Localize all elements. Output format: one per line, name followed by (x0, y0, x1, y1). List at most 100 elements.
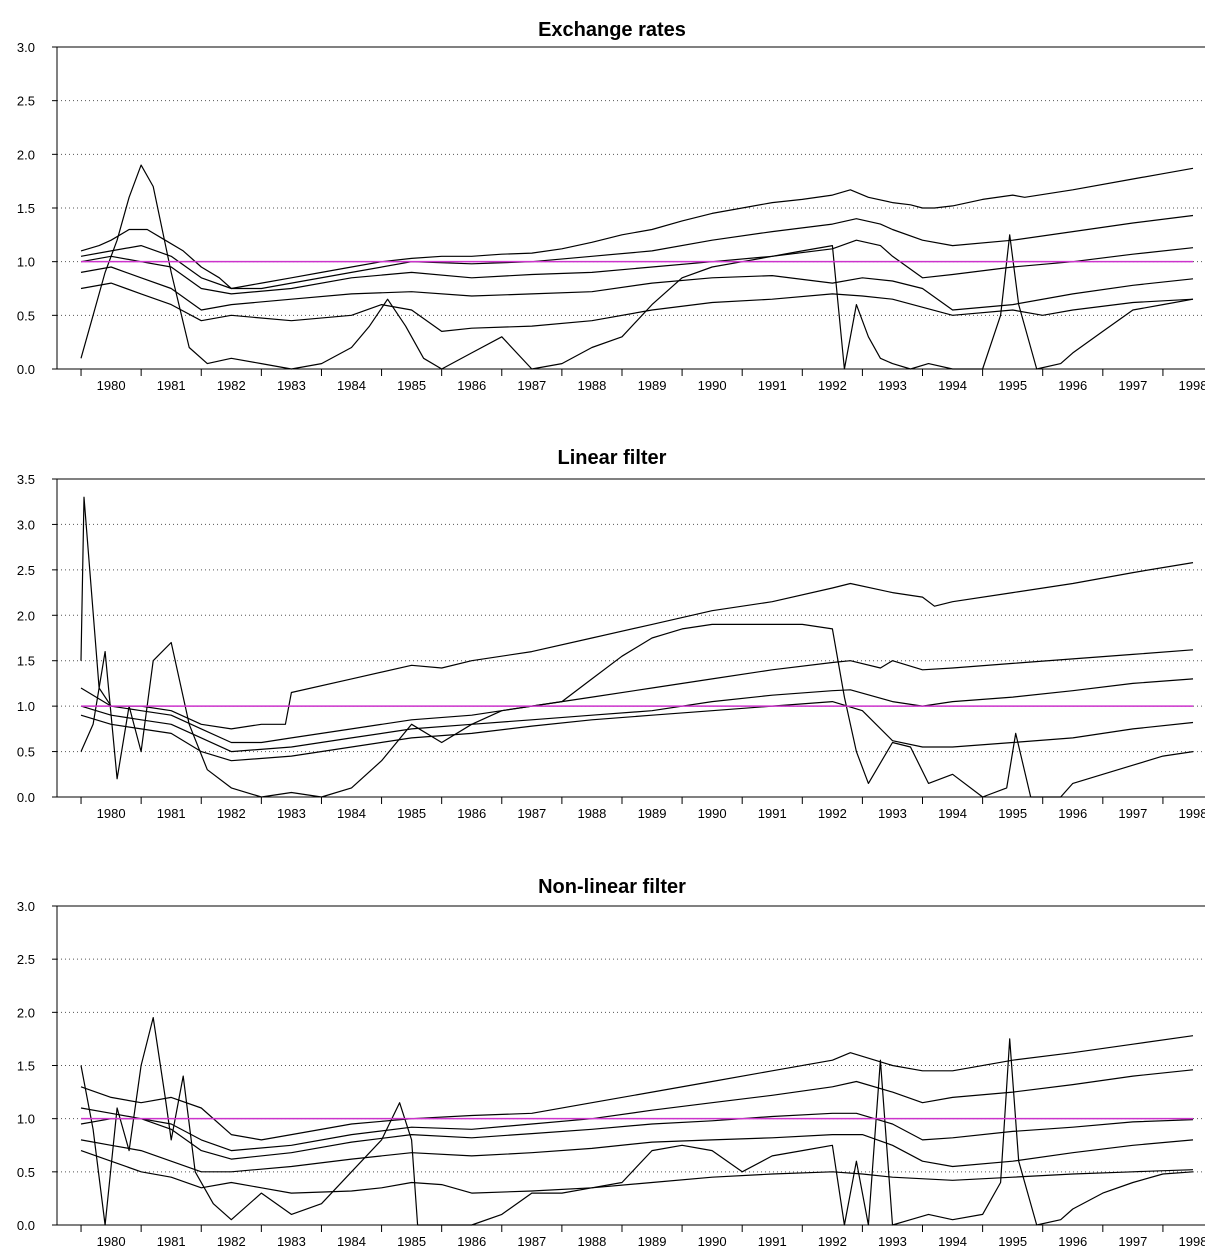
chart-title: Linear filter (558, 447, 667, 469)
x-tick-label: 1983 (277, 378, 306, 393)
y-tick-label: 3.0 (17, 899, 35, 914)
x-tick-label: 1982 (217, 378, 246, 393)
series-line-2 (80, 649, 1194, 744)
series-line-5 (80, 1150, 1194, 1194)
x-tick-label: 1998 (1179, 806, 1205, 821)
x-tick-label: 1995 (998, 378, 1027, 393)
x-tick-label: 1998 (1179, 378, 1205, 393)
series-line-4 (80, 700, 1194, 762)
y-tick-label: 0.5 (17, 1165, 35, 1180)
x-tick-label: 1990 (698, 806, 727, 821)
x-tick-label: 1986 (457, 378, 486, 393)
y-tick-label: 1.0 (17, 699, 35, 714)
series-line-5 (80, 282, 1194, 332)
y-tick-label: 0.5 (17, 308, 35, 323)
x-tick-label: 1993 (878, 378, 907, 393)
y-tick-label: 2.5 (17, 563, 35, 578)
x-tick-label: 1989 (638, 806, 667, 821)
x-tick-label: 1985 (397, 1234, 426, 1249)
panel-linear-filter: Linear filter 0.0 0.5 1.0 1.5 2.0 2.5 3.0 3.5 19… (17, 447, 1205, 821)
y-tick-label: 2.0 (17, 608, 35, 623)
chart-title: Exchange rates (538, 19, 686, 41)
y-tick-label: 1.5 (17, 201, 35, 216)
x-tick-label: 1983 (277, 806, 306, 821)
x-tick-label: 1983 (277, 1234, 306, 1249)
y-tick-label: 3.5 (17, 472, 35, 487)
series-line-3 (80, 1112, 1194, 1160)
x-tick-label: 1991 (758, 1234, 787, 1249)
x-tick-label: 1981 (157, 806, 186, 821)
x-tick-label: 1981 (157, 1234, 186, 1249)
y-tick-label: 0.0 (17, 1218, 35, 1233)
x-tick-label: 1997 (1118, 806, 1147, 821)
x-tick-label: 1993 (878, 806, 907, 821)
x-tick-label: 1997 (1118, 378, 1147, 393)
x-tick-label: 1992 (818, 806, 847, 821)
y-tick-label: 0.5 (17, 745, 35, 760)
x-tick-label: 1987 (517, 806, 546, 821)
x-tick-label: 1990 (698, 1234, 727, 1249)
y-tick-label: 1.5 (17, 654, 35, 669)
panel-non-linear-filter: Non-linear filter 0.0 0.5 1.0 1.5 2.0 2.5 3.0 1… (17, 876, 1205, 1249)
x-tick-label: 1988 (577, 1234, 606, 1249)
series-line-2 (80, 1069, 1194, 1152)
x-tick-label: 1987 (517, 1234, 546, 1249)
x-tick-label: 1994 (938, 378, 967, 393)
x-tick-label: 1996 (1058, 806, 1087, 821)
x-tick-label: 1989 (638, 1234, 667, 1249)
x-tick-label: 1992 (818, 1234, 847, 1249)
x-tick-label: 1986 (457, 806, 486, 821)
y-tick-label: 3.0 (17, 40, 35, 55)
x-tick-label: 1982 (217, 806, 246, 821)
x-tick-label: 1995 (998, 1234, 1027, 1249)
x-tick-label: 1988 (577, 806, 606, 821)
x-tick-label: 1998 (1179, 1234, 1205, 1249)
x-tick-label: 1987 (517, 378, 546, 393)
series-line-1 (80, 496, 1194, 730)
x-tick-label: 1994 (938, 806, 967, 821)
series-line-4 (80, 266, 1194, 311)
x-tick-label: 1981 (157, 378, 186, 393)
y-tick-label: 2.5 (17, 94, 35, 109)
series-line-3 (80, 239, 1194, 295)
x-tick-label: 1984 (337, 806, 366, 821)
x-tick-label: 1985 (397, 806, 426, 821)
x-tick-label: 1980 (97, 806, 126, 821)
x-tick-label: 1994 (938, 1234, 967, 1249)
y-tick-label: 3.0 (17, 517, 35, 532)
x-tick-label: 1984 (337, 378, 366, 393)
y-tick-label: 2.0 (17, 147, 35, 162)
series-line-1 (80, 1035, 1194, 1141)
series-line-6 (80, 1016, 1194, 1226)
x-tick-label: 1980 (97, 1234, 126, 1249)
x-tick-label: 1997 (1118, 1234, 1147, 1249)
y-tick-label: 0.0 (17, 362, 35, 377)
x-tick-label: 1991 (758, 378, 787, 393)
x-tick-label: 1996 (1058, 378, 1087, 393)
y-tick-label: 0.0 (17, 790, 35, 805)
x-tick-label: 1985 (397, 378, 426, 393)
series-line-6 (80, 164, 1194, 370)
series-line-2 (80, 214, 1194, 290)
series-line-3 (80, 678, 1194, 753)
x-tick-label: 1989 (638, 378, 667, 393)
series-line-4 (80, 1133, 1194, 1173)
series-line-1 (80, 167, 1194, 290)
x-tick-label: 1988 (577, 378, 606, 393)
x-tick-label: 1990 (698, 378, 727, 393)
series-line-5 (80, 623, 1194, 798)
x-tick-label: 1982 (217, 1234, 246, 1249)
x-tick-label: 1993 (878, 1234, 907, 1249)
x-tick-label: 1996 (1058, 1234, 1087, 1249)
y-tick-label: 1.5 (17, 1059, 35, 1074)
x-tick-label: 1992 (818, 378, 847, 393)
y-tick-label: 1.0 (17, 1112, 35, 1127)
y-tick-label: 2.0 (17, 1005, 35, 1020)
x-tick-label: 1980 (97, 378, 126, 393)
y-tick-label: 1.0 (17, 255, 35, 270)
panel-exchange-rates: Exchange rates 0.0 0.5 1.0 1.5 2.0 2.5 3.0 1980… (17, 19, 1205, 393)
x-tick-label: 1984 (337, 1234, 366, 1249)
chart-title: Non-linear filter (538, 876, 686, 898)
x-tick-label: 1995 (998, 806, 1027, 821)
